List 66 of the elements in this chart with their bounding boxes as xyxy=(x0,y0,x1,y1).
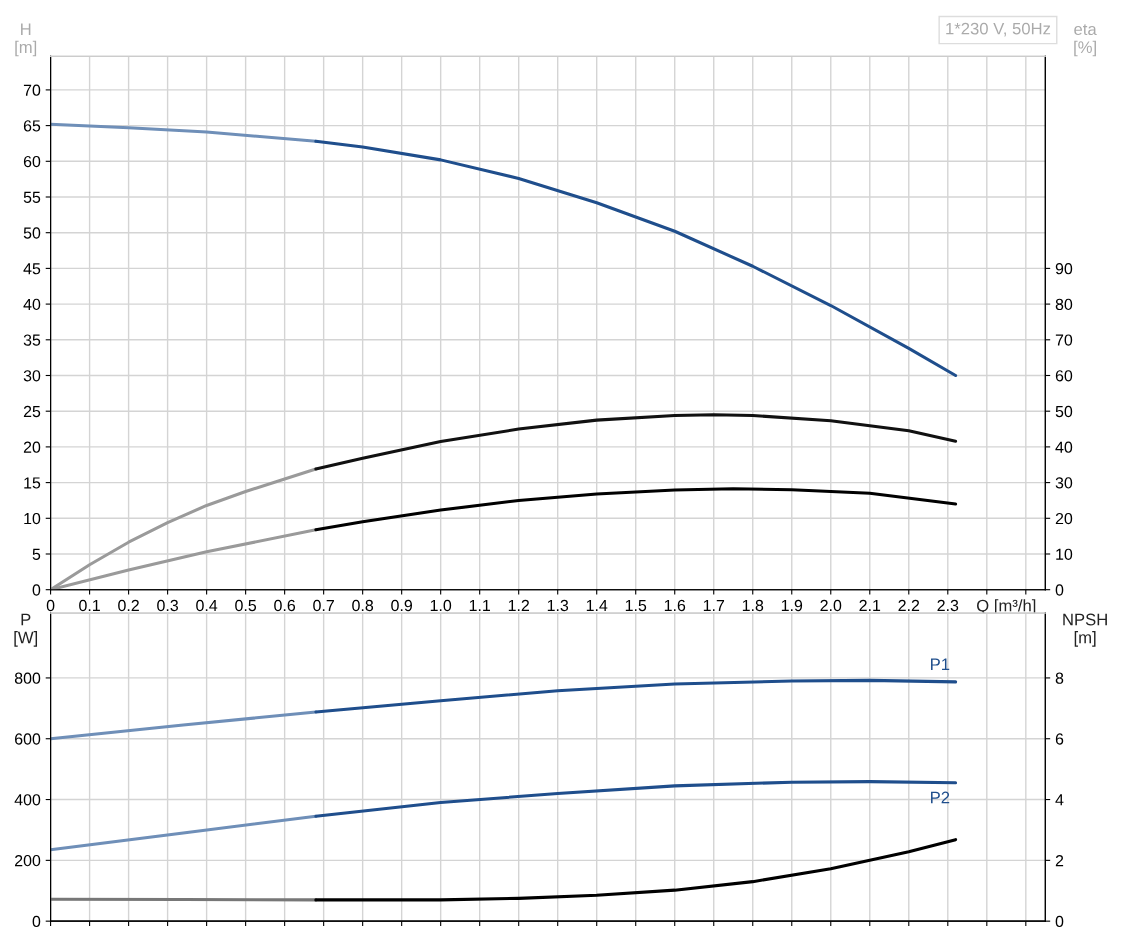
x-tick-label: 1.2 xyxy=(508,599,529,611)
y2-axis-title: eta [%] xyxy=(1074,24,1097,57)
x-tick-label: 2.2 xyxy=(898,599,920,611)
x-tick-label: 0.9 xyxy=(391,599,413,612)
x-tick-label: 1.5 xyxy=(625,600,647,612)
y-tick-label: 800 xyxy=(14,672,41,684)
y-axis-title: H [m] xyxy=(15,23,37,57)
y-tick-label: 25 xyxy=(23,405,41,418)
x-tick-label: 1.0 xyxy=(430,599,452,612)
y2-tick-label: 6 xyxy=(1055,733,1064,745)
y-tick-label: 45 xyxy=(23,263,41,275)
y2-tick-label: 8 xyxy=(1055,672,1064,684)
x-tick-label: 0.3 xyxy=(157,599,179,612)
y2-tick-label: 0 xyxy=(1055,584,1064,596)
x-tick-label: 0.8 xyxy=(352,599,374,612)
y2-tick-label: 80 xyxy=(1055,298,1073,311)
y2-tick-label: 2 xyxy=(1055,854,1064,867)
x-tick-label: 0.5 xyxy=(235,599,257,612)
x-tick-label: 1.4 xyxy=(586,600,608,611)
y-tick-label: 35 xyxy=(23,334,41,346)
x-tick-label: 0.1 xyxy=(79,599,100,612)
x-tick-label: 1.1 xyxy=(469,600,491,611)
x-tick-label: 1.3 xyxy=(547,599,569,612)
x-tick-label: 2.1 xyxy=(859,599,881,611)
y2-tick-label: 90 xyxy=(1055,263,1073,275)
y-tick-label: 55 xyxy=(23,191,41,203)
y-tick-label: 15 xyxy=(24,477,41,489)
y2-axis-title: NPSH [m] xyxy=(1063,613,1107,647)
y-tick-label: 40 xyxy=(23,298,41,311)
y2-tick-label: 30 xyxy=(1055,477,1073,489)
y-tick-label: 400 xyxy=(14,794,41,806)
x-tick-label: 0.7 xyxy=(313,599,334,612)
series-label: P1 xyxy=(931,658,950,671)
y-tick-label: 60 xyxy=(23,155,41,168)
y-tick-label: 200 xyxy=(15,854,41,867)
series-label: P2 xyxy=(931,791,950,804)
y-tick-label: 0 xyxy=(32,915,41,928)
x-tick-label: 2.0 xyxy=(820,599,842,612)
text: 1*230 V, 50Hz xyxy=(946,22,1051,37)
y-tick-label: 65 xyxy=(23,120,41,132)
y-axis-title: P [W] xyxy=(14,613,38,647)
x-tick-label: 0.4 xyxy=(196,599,218,612)
y2-tick-label: 0 xyxy=(1055,915,1064,928)
y-tick-label: 5 xyxy=(32,548,41,560)
y2-tick-label: 70 xyxy=(1055,334,1073,346)
y-tick-label: 70 xyxy=(23,84,41,96)
y-tick-label: 30 xyxy=(23,370,41,382)
x-tick-label: 1.9 xyxy=(781,599,803,612)
y2-tick-label: 60 xyxy=(1055,370,1073,382)
y2-tick-label: 40 xyxy=(1055,441,1073,453)
y-tick-label: 600 xyxy=(15,733,41,745)
y2-tick-label: 4 xyxy=(1055,794,1064,806)
x-tick-label: 0.6 xyxy=(274,599,296,612)
y2-tick-label: 20 xyxy=(1055,512,1073,525)
y-tick-label: 0 xyxy=(32,584,41,596)
y-tick-label: 10 xyxy=(24,512,41,525)
y-tick-label: 20 xyxy=(23,441,41,453)
x-tick-label: 0.2 xyxy=(118,599,139,612)
x-tick-label: 1.6 xyxy=(664,599,686,612)
y2-tick-label: 10 xyxy=(1056,548,1073,560)
y2-tick-label: 50 xyxy=(1055,405,1073,418)
x-tick-label: 1.7 xyxy=(703,600,725,611)
x-tick-label: 1.8 xyxy=(742,599,764,612)
x-tick-label: 0 xyxy=(46,599,55,612)
y-tick-label: 50 xyxy=(23,227,41,239)
x-tick-label: 2.3 xyxy=(937,599,959,612)
